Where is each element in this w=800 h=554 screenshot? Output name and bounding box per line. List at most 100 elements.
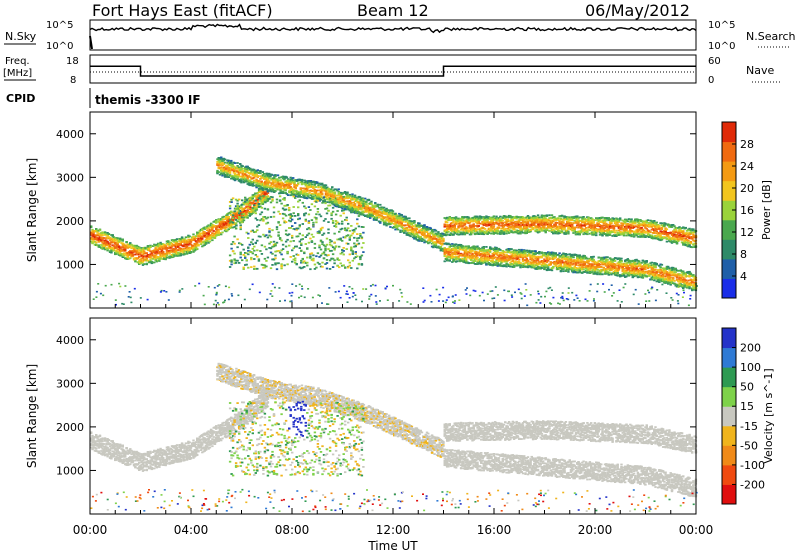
data-cell bbox=[457, 220, 460, 222]
data-cell bbox=[312, 193, 315, 196]
data-cell bbox=[102, 247, 105, 249]
data-cell bbox=[369, 206, 372, 209]
data-cell bbox=[408, 217, 411, 220]
data-cell bbox=[261, 200, 265, 202]
data-cell bbox=[510, 216, 513, 218]
data-cell bbox=[209, 237, 213, 240]
data-cell bbox=[478, 222, 482, 225]
data-cell bbox=[478, 229, 482, 232]
data-cell bbox=[328, 200, 331, 203]
data-cell bbox=[217, 171, 220, 173]
data-cell bbox=[281, 184, 285, 187]
data-cell bbox=[391, 215, 395, 218]
data-cell bbox=[424, 234, 427, 237]
data-cell bbox=[227, 170, 230, 173]
data-cell bbox=[185, 245, 189, 248]
data-cell bbox=[98, 229, 102, 232]
data-cell bbox=[588, 229, 592, 232]
data-cell bbox=[458, 225, 462, 228]
data-cell bbox=[90, 237, 93, 239]
data-cell bbox=[403, 231, 406, 234]
data-cell bbox=[486, 216, 489, 218]
data-cell bbox=[129, 245, 132, 248]
data-cell bbox=[222, 172, 225, 175]
data-cell bbox=[536, 226, 540, 229]
data-cell bbox=[380, 218, 383, 221]
data-cell bbox=[427, 228, 430, 231]
data-cell bbox=[658, 227, 661, 230]
data-cell bbox=[268, 181, 271, 184]
data-cell bbox=[341, 197, 344, 200]
data-cell bbox=[501, 222, 504, 225]
data-cell bbox=[329, 196, 333, 199]
data-cell bbox=[266, 190, 270, 193]
data-cell bbox=[286, 184, 290, 187]
data-cell bbox=[153, 255, 156, 257]
data-cell bbox=[264, 201, 267, 204]
data-cell bbox=[336, 194, 339, 197]
data-cell bbox=[404, 216, 407, 219]
data-cell bbox=[453, 231, 456, 234]
data-cell bbox=[259, 175, 262, 177]
data-cell bbox=[334, 203, 338, 206]
data-cell bbox=[120, 238, 123, 241]
data-cell bbox=[331, 186, 334, 189]
data-cell bbox=[92, 230, 95, 233]
data-cell bbox=[361, 207, 364, 210]
data-cell bbox=[401, 218, 405, 221]
data-cell bbox=[435, 233, 439, 236]
data-cell bbox=[108, 239, 112, 242]
data-cell bbox=[483, 220, 487, 223]
data-cell bbox=[261, 174, 265, 177]
data-cell bbox=[199, 235, 203, 237]
data-cell bbox=[379, 208, 382, 211]
data-cell bbox=[528, 219, 531, 221]
data-cell bbox=[169, 249, 172, 252]
data-cell bbox=[389, 212, 392, 215]
data-cell bbox=[192, 233, 195, 236]
data-cell bbox=[292, 194, 295, 196]
data-cell bbox=[334, 200, 338, 203]
data-cell bbox=[240, 206, 243, 208]
data-cell bbox=[342, 201, 345, 203]
data-cell bbox=[254, 169, 257, 172]
data-cell bbox=[189, 251, 193, 254]
data-cell bbox=[159, 245, 162, 248]
data-cell bbox=[584, 227, 588, 229]
data-cell bbox=[160, 246, 164, 249]
data-cell bbox=[250, 181, 253, 184]
data-cell bbox=[280, 181, 283, 184]
data-cell bbox=[403, 227, 406, 230]
data-cell bbox=[201, 241, 204, 244]
data-cell bbox=[631, 224, 634, 227]
data-cell bbox=[459, 231, 463, 234]
data-cell bbox=[434, 244, 438, 247]
data-cell bbox=[276, 187, 280, 190]
data-cell bbox=[103, 245, 107, 247]
data-cell bbox=[497, 218, 501, 221]
data-cell bbox=[519, 225, 522, 228]
data-cell bbox=[261, 173, 265, 176]
data-cell bbox=[241, 167, 244, 170]
data-cell bbox=[366, 198, 369, 201]
data-cell bbox=[413, 237, 416, 240]
data-cell bbox=[279, 189, 282, 192]
data-cell bbox=[413, 236, 416, 239]
data-cell bbox=[519, 232, 522, 235]
data-cell bbox=[170, 244, 174, 247]
data-cell bbox=[232, 176, 236, 179]
data-cell bbox=[146, 255, 150, 258]
data-cell bbox=[298, 179, 301, 181]
data-cell bbox=[268, 175, 271, 178]
data-cell bbox=[567, 230, 570, 233]
data-cell bbox=[226, 216, 229, 219]
data-cell bbox=[112, 249, 116, 252]
data-cell bbox=[391, 210, 395, 213]
data-cell bbox=[155, 243, 158, 246]
data-cell bbox=[289, 179, 292, 182]
data-cell bbox=[91, 242, 94, 245]
data-cell bbox=[463, 223, 467, 225]
data-cell bbox=[467, 222, 470, 224]
data-cell bbox=[452, 225, 455, 228]
